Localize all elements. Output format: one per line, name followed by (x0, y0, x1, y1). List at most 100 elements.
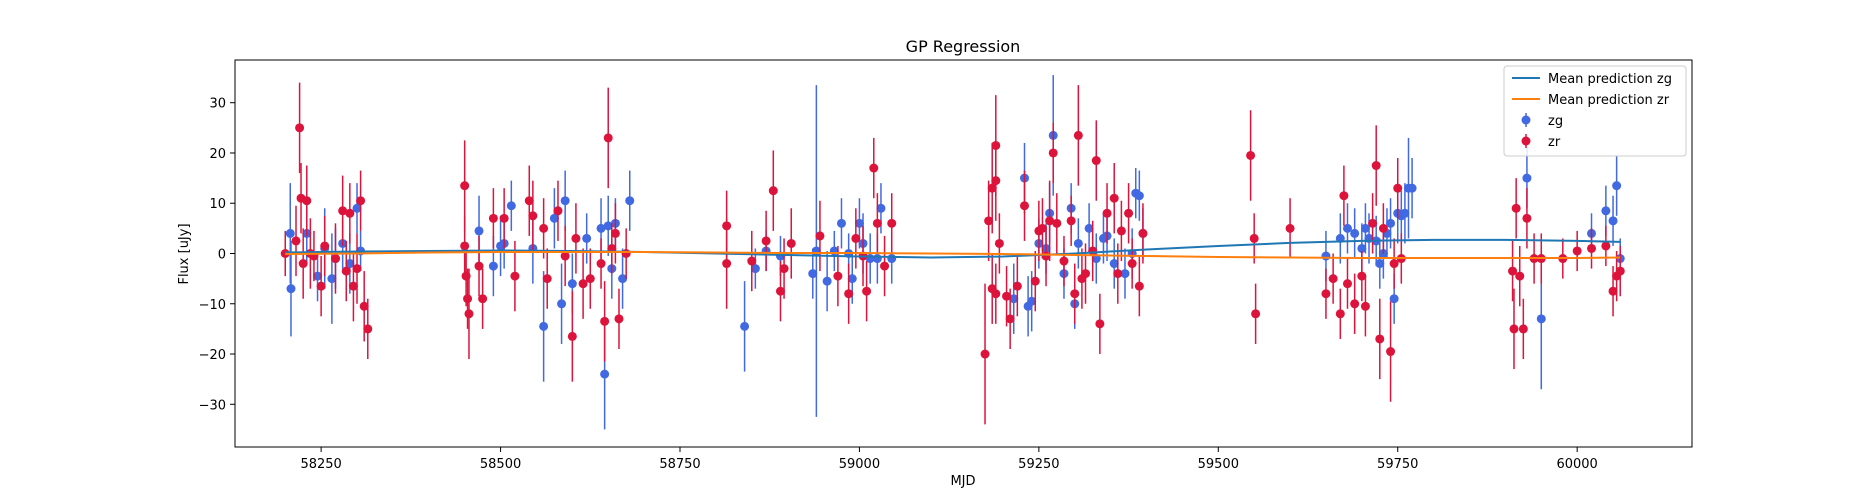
data-point (1002, 291, 1012, 301)
data-point (316, 281, 326, 291)
data-point (1368, 218, 1378, 228)
data-point (844, 289, 854, 299)
data-point (872, 254, 882, 264)
data-point (1020, 201, 1030, 211)
data-point (1120, 269, 1130, 279)
data-point (596, 259, 606, 269)
data-point (539, 223, 549, 233)
data-point (338, 206, 348, 216)
data-point (1393, 183, 1403, 193)
data-point (1601, 241, 1611, 251)
data-point (768, 186, 778, 196)
data-point (1134, 281, 1144, 291)
data-point (815, 231, 825, 241)
data-point (1407, 183, 1417, 193)
data-point (1587, 243, 1597, 253)
data-point (862, 286, 872, 296)
data-point (1515, 271, 1525, 281)
legend-label: Mean prediction zr (1548, 93, 1670, 108)
data-point (345, 208, 355, 218)
data-point (1088, 246, 1098, 256)
data-point (1084, 223, 1094, 233)
data-point (1522, 213, 1532, 223)
data-point (506, 201, 516, 211)
x-tick-label: 59500 (1198, 457, 1239, 472)
data-point (285, 228, 295, 238)
data-point (1251, 309, 1261, 319)
data-point (560, 196, 570, 206)
data-point (295, 123, 305, 133)
data-point (1048, 148, 1058, 158)
data-point (991, 176, 1001, 186)
data-point (1095, 319, 1105, 329)
x-tick-label: 59000 (839, 457, 880, 472)
data-point (1508, 266, 1518, 276)
y-tick-label: 20 (209, 147, 226, 162)
data-point (348, 281, 358, 291)
data-point (553, 206, 563, 216)
data-point (600, 316, 610, 326)
data-point (836, 218, 846, 228)
data-point (460, 181, 470, 191)
data-point (1389, 259, 1399, 269)
data-point (761, 236, 771, 246)
data-point (1066, 216, 1076, 226)
data-point (1400, 208, 1410, 218)
data-point (1335, 309, 1345, 319)
data-point (1109, 193, 1119, 203)
data-point (1246, 150, 1256, 160)
data-point (1350, 299, 1360, 309)
data-point (991, 289, 1001, 299)
plot-frame (234, 59, 1693, 448)
data-point (740, 321, 750, 331)
x-tick-label: 58500 (480, 457, 521, 472)
data-point (603, 133, 613, 143)
data-point (854, 218, 864, 228)
data-point (1045, 216, 1055, 226)
y-tick-label: −20 (199, 348, 226, 363)
data-point (474, 261, 484, 271)
data-point (578, 279, 588, 289)
data-point (980, 349, 990, 359)
data-point (1012, 281, 1022, 291)
data-point (1371, 161, 1381, 171)
data-point (582, 233, 592, 243)
data-point (1612, 181, 1622, 191)
data-point (1509, 324, 1519, 334)
data-point (600, 369, 610, 379)
data-point (313, 271, 323, 281)
data-point (298, 259, 308, 269)
x-tick-label: 60000 (1556, 457, 1597, 472)
data-point (786, 238, 796, 248)
data-point (557, 299, 567, 309)
data-point (286, 284, 296, 294)
data-point (1124, 208, 1134, 218)
data-point (1350, 228, 1360, 238)
data-point (1321, 251, 1331, 261)
data-point (625, 196, 635, 206)
x-axis-label: MJD (950, 474, 975, 489)
data-point (876, 203, 886, 213)
data-point (567, 279, 577, 289)
data-point (1378, 223, 1388, 233)
data-point (1511, 203, 1521, 213)
data-point (1113, 269, 1123, 279)
data-point (488, 213, 498, 223)
data-point (610, 228, 620, 238)
data-point (302, 196, 312, 206)
data-point (833, 271, 843, 281)
x-axis-ticks: 58250 58500 58750 59000 59250 59500 59750 60000 (300, 447, 1598, 472)
data-point (585, 274, 595, 284)
data-point (1134, 191, 1144, 201)
data-point (1342, 223, 1352, 233)
data-point (463, 294, 473, 304)
data-point (1375, 259, 1385, 269)
data-point (571, 233, 581, 243)
mean-prediction-line-0 (285, 238, 1621, 259)
data-point (1070, 289, 1080, 299)
data-point (618, 274, 628, 284)
legend-marker-swatch (1521, 115, 1531, 125)
data-point (510, 271, 520, 281)
data-point (775, 286, 785, 296)
